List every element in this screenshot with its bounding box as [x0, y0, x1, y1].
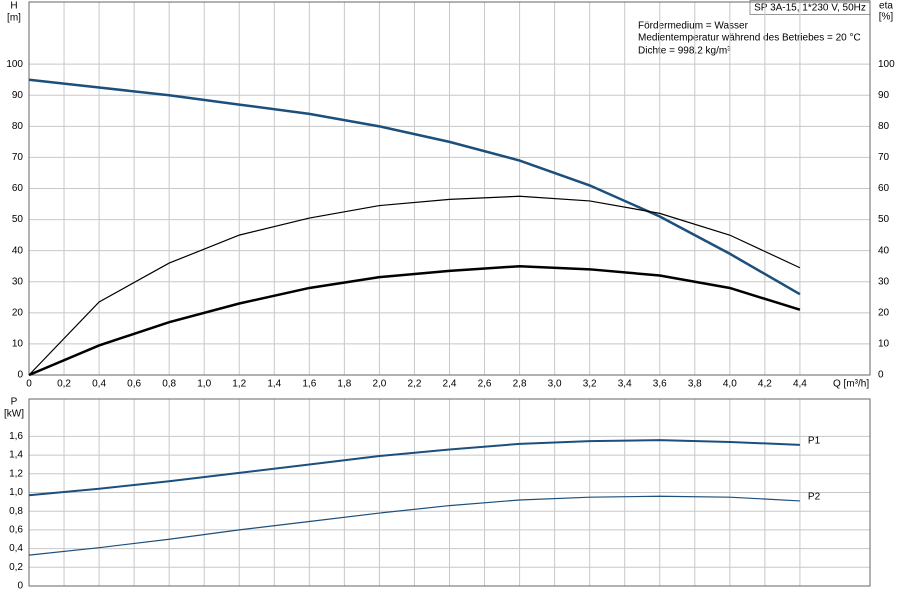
q-axis-label: Q [m³/h] — [833, 379, 869, 390]
x-tick-label: 0 — [26, 379, 32, 390]
x-tick-label: 0,8 — [162, 379, 176, 390]
x-tick-label: 3,2 — [583, 379, 597, 390]
plot-frame — [28, 398, 871, 587]
curve — [28, 439, 800, 497]
x-tick-label: 1,8 — [337, 379, 351, 390]
p-axis-unit: [kW] — [4, 409, 24, 420]
y-tick-label: 20 — [12, 307, 24, 318]
y-tick-label: 1,6 — [9, 431, 23, 442]
x-tick-label: 4,4 — [793, 379, 807, 390]
y-tick-label: 0,8 — [9, 506, 23, 517]
y2-tick-label: 50 — [878, 214, 890, 225]
curve — [28, 264, 801, 377]
y2-tick-label: 80 — [878, 121, 890, 132]
x-tick-label: 3,8 — [688, 379, 702, 390]
y2-tick-label: 90 — [878, 90, 890, 101]
curve — [28, 195, 801, 376]
info-line: Fördermedium = Wasser — [638, 21, 749, 32]
y-tick-label: 70 — [12, 152, 24, 163]
x-tick-label: 3,0 — [548, 379, 562, 390]
y2-tick-label: 30 — [878, 276, 890, 287]
x-tick-label: 2,2 — [408, 379, 422, 390]
x-tick-label: 0,4 — [92, 379, 106, 390]
x-tick-label: 3,6 — [653, 379, 667, 390]
curve — [28, 78, 801, 296]
h-axis-label: H — [10, 1, 17, 12]
pump-model: SP 3A-15, 1*230 V, 50Hz — [754, 3, 866, 14]
y-tick-label: 0,6 — [9, 525, 23, 536]
y2-tick-label: 0 — [878, 370, 884, 381]
y-tick-label: 0,4 — [9, 543, 23, 554]
x-tick-label: 1,2 — [232, 379, 246, 390]
x-tick-label: 4,2 — [758, 379, 772, 390]
x-tick-label: 0,2 — [57, 379, 71, 390]
y-tick-label: 1,4 — [9, 450, 23, 461]
y-tick-label: 80 — [12, 121, 24, 132]
y-tick-label: 30 — [12, 276, 24, 287]
h-axis-unit: [m] — [7, 13, 21, 24]
x-tick-label: 4,0 — [723, 379, 737, 390]
p-axis-label: P — [11, 397, 18, 408]
info-line: Medientemperatur während des Betriebes =… — [638, 33, 861, 44]
y2-tick-label: 100 — [878, 59, 895, 70]
series-label: P2 — [808, 492, 821, 503]
x-tick-label: 0,6 — [127, 379, 141, 390]
y2-tick-label: 70 — [878, 152, 890, 163]
x-tick-label: 2,0 — [372, 379, 386, 390]
y-tick-label: 0,2 — [9, 562, 23, 573]
y-tick-label: 0 — [17, 370, 23, 381]
y-tick-label: 40 — [12, 245, 24, 256]
y2-tick-label: 40 — [878, 245, 890, 256]
y2-tick-label: 60 — [878, 183, 890, 194]
y-tick-label: 50 — [12, 214, 24, 225]
eta-axis-label: eta — [879, 1, 893, 12]
x-tick-label: 1,4 — [267, 379, 281, 390]
x-tick-label: 3,4 — [618, 379, 632, 390]
eta-axis-unit: [%] — [879, 12, 894, 23]
x-tick-label: 2,4 — [443, 379, 457, 390]
y-tick-label: 10 — [12, 339, 24, 350]
y-tick-label: 100 — [6, 59, 23, 70]
y-tick-label: 1,2 — [9, 468, 23, 479]
y-tick-label: 0 — [17, 581, 23, 592]
y2-tick-label: 20 — [878, 307, 890, 318]
y-tick-label: 1,0 — [9, 487, 23, 498]
y-tick-label: 60 — [12, 183, 24, 194]
x-tick-label: 1,6 — [302, 379, 316, 390]
y-tick-label: 90 — [12, 90, 24, 101]
y2-tick-label: 10 — [878, 339, 890, 350]
curve — [28, 495, 800, 556]
x-tick-label: 2,8 — [513, 379, 527, 390]
series-label: P1 — [808, 435, 821, 446]
info-line: Dichte = 998.2 kg/m³ — [638, 46, 731, 57]
x-tick-label: 2,6 — [478, 379, 492, 390]
plot-frame — [28, 1, 871, 376]
x-tick-label: 1,0 — [197, 379, 211, 390]
